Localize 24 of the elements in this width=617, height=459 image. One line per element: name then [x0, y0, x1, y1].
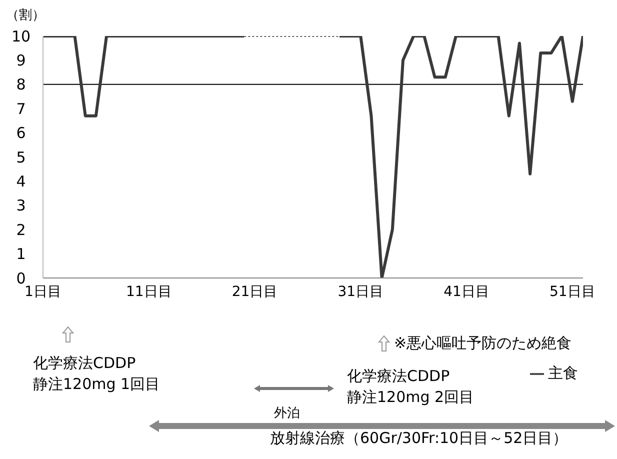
text: 外泊: [274, 405, 300, 423]
y-tick-label: 4: [16, 172, 26, 191]
text: 化学療法CDDP 静注120mg 1回目: [33, 353, 160, 395]
x-tick-label: 21日目: [232, 284, 278, 300]
y-tick-label: 6: [16, 124, 26, 142]
y-tick-label: 8: [16, 76, 26, 94]
y-tick-label: 9: [16, 52, 26, 70]
y-tick-label: 5: [16, 148, 26, 166]
x-tick-label: 41日目: [444, 284, 490, 300]
y-tick-label: 1: [16, 245, 26, 264]
y-tick-label: 7: [16, 100, 26, 118]
x-tick-label: 11日目: [126, 284, 172, 300]
x-tick-label: 31日目: [338, 284, 384, 300]
x-tick-label: 1日目: [24, 284, 62, 300]
x-tick-label: 51日目: [550, 284, 596, 300]
text: ※悪心嘔吐予防のため絶食: [394, 333, 572, 354]
y-tick-label: 10: [11, 27, 31, 46]
y-tick-label: 3: [16, 196, 26, 215]
text: 化学療法CDDP 静注120mg 2回目: [347, 366, 474, 408]
legend-label: 主食: [548, 364, 578, 382]
y-tick-label: 0: [16, 269, 26, 288]
y-axis-title: （割）: [6, 7, 45, 24]
y-tick-label: 2: [16, 220, 26, 239]
text: 放射線治療（60Gr/30Fr:10日目～52日目）: [270, 428, 568, 449]
